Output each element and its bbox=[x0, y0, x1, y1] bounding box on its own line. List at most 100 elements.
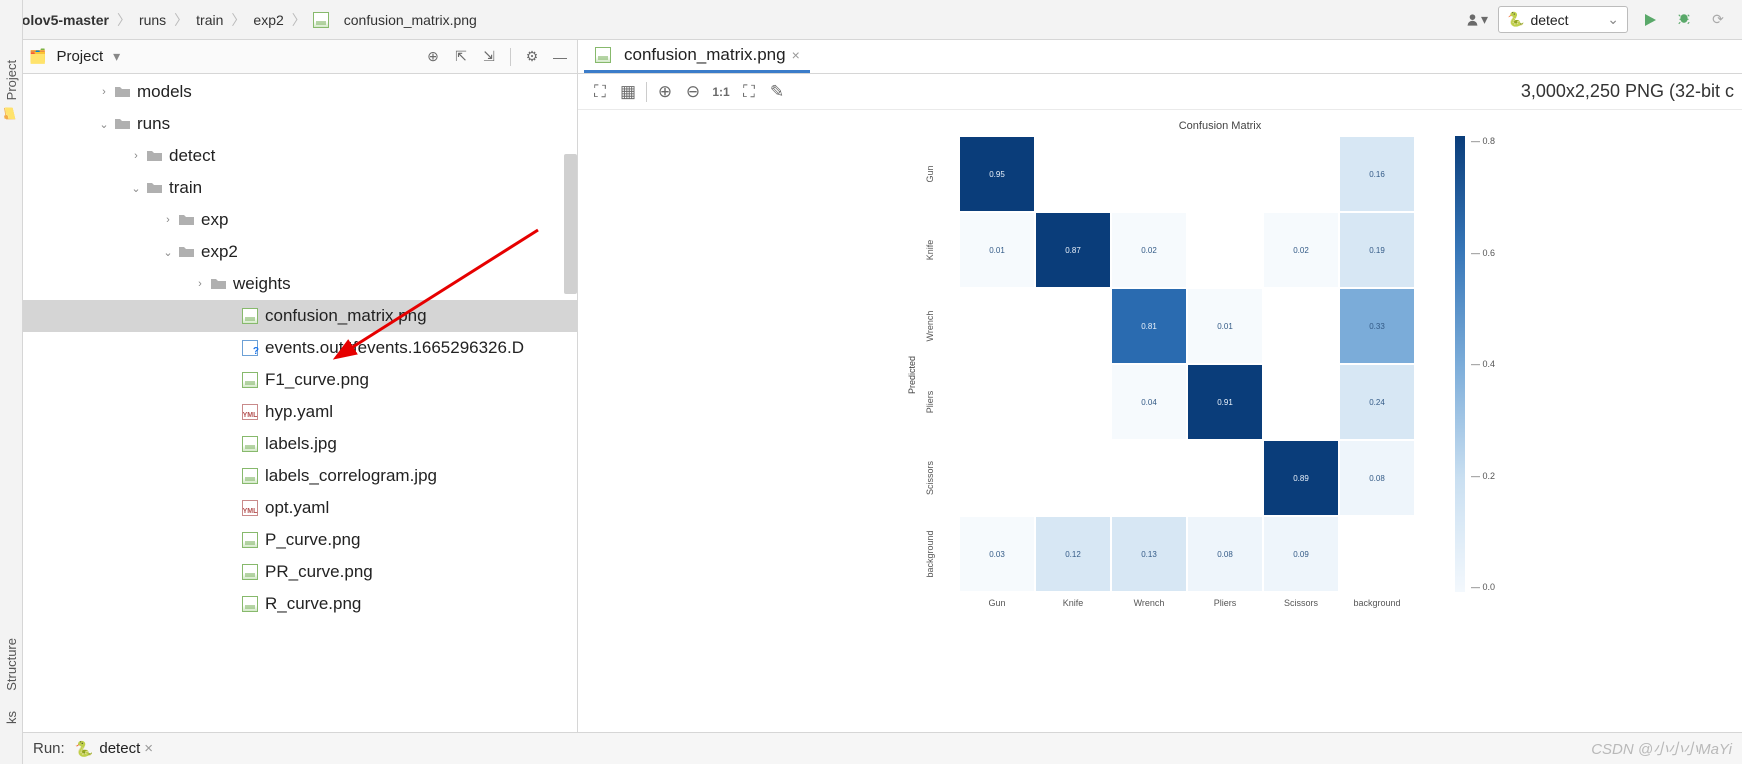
tree-node[interactable]: F1_curve.png bbox=[23, 364, 577, 396]
matrix-cell bbox=[1263, 288, 1339, 364]
yaml-file-icon: YML bbox=[241, 403, 259, 421]
tree-node[interactable]: PR_curve.png bbox=[23, 556, 577, 588]
breadcrumb-item[interactable]: runs bbox=[137, 12, 168, 28]
matrix-cell: 0.33 bbox=[1339, 288, 1415, 364]
run-configuration-selector[interactable]: 🐍 detect ⌄ bbox=[1498, 6, 1628, 33]
collapse-all-icon[interactable]: ⇲ bbox=[478, 46, 500, 68]
x-tick-label: Wrench bbox=[1111, 598, 1187, 608]
project-tree[interactable]: ›models⌄runs›detect⌄train›exp⌄exp2›weigh… bbox=[23, 74, 577, 732]
events-file-icon bbox=[241, 339, 259, 357]
matrix-cell bbox=[1035, 136, 1111, 212]
structure-tool-button[interactable]: Structure bbox=[4, 638, 19, 691]
tree-node-label: P_curve.png bbox=[265, 530, 360, 550]
breadcrumb-item[interactable]: exp2 bbox=[251, 12, 285, 28]
tree-node-label: models bbox=[137, 82, 192, 102]
zoom-in-icon[interactable]: ⊕ bbox=[651, 78, 679, 106]
tree-node-label: labels.jpg bbox=[265, 434, 337, 454]
colorbar-tick: 0.4 bbox=[1471, 359, 1495, 369]
colorbar-tick: 0.6 bbox=[1471, 248, 1495, 258]
matrix-cell: 0.02 bbox=[1263, 212, 1339, 288]
update-button[interactable]: ⟳ bbox=[1706, 8, 1730, 32]
grid-icon[interactable]: ▦ bbox=[614, 78, 642, 106]
tree-node[interactable]: ›detect bbox=[23, 140, 577, 172]
matrix-cell: 0.08 bbox=[1187, 516, 1263, 592]
image-viewer[interactable]: Confusion Matrix Predicted GunKnifeWrenc… bbox=[578, 110, 1742, 732]
folder-icon bbox=[113, 83, 131, 101]
folder-icon bbox=[145, 147, 163, 165]
colorbar: 0.80.60.40.20.0 bbox=[1455, 136, 1465, 592]
python-icon: 🐍 bbox=[1507, 11, 1524, 28]
run-button[interactable] bbox=[1638, 8, 1662, 32]
image-file-icon bbox=[241, 531, 259, 549]
tree-node[interactable]: ⌄train bbox=[23, 172, 577, 204]
debug-button[interactable] bbox=[1672, 8, 1696, 32]
colorbar-tick: 0.0 bbox=[1471, 582, 1495, 592]
breadcrumb-item[interactable]: yolov5-master bbox=[12, 12, 111, 28]
user-icon[interactable]: ▾ bbox=[1464, 8, 1488, 32]
project-header: 🗂️ Project ▾ ⊕ ⇱ ⇲ ⚙ — bbox=[23, 40, 577, 74]
tree-node[interactable]: YMLhyp.yaml bbox=[23, 396, 577, 428]
project-tool-button[interactable]: 📁Project bbox=[4, 60, 19, 120]
x-tick-label: Pliers bbox=[1187, 598, 1263, 608]
tree-node-label: R_curve.png bbox=[265, 594, 361, 614]
tree-node-label: train bbox=[169, 178, 202, 198]
run-tool-window-bar[interactable]: Run: 🐍 detect × CSDN @小小小MaYi bbox=[23, 732, 1742, 764]
editor-panel: confusion_matrix.png × ⛶ ▦ ⊕ ⊖ 1:1 ⛶ ✎ 3… bbox=[578, 40, 1742, 732]
y-tick-label: Gun bbox=[892, 149, 968, 199]
image-file-icon bbox=[241, 595, 259, 613]
tree-node[interactable]: labels.jpg bbox=[23, 428, 577, 460]
tree-node[interactable]: R_curve.png bbox=[23, 588, 577, 620]
actual-size-icon[interactable]: 1:1 bbox=[707, 78, 735, 106]
tree-node[interactable]: ›exp bbox=[23, 204, 577, 236]
scrollbar-thumb[interactable] bbox=[564, 154, 577, 294]
close-run-icon[interactable]: × bbox=[144, 740, 153, 757]
tree-node[interactable]: P_curve.png bbox=[23, 524, 577, 556]
watermark: CSDN @小小小MaYi bbox=[1591, 738, 1732, 759]
tree-node[interactable]: ›models bbox=[23, 76, 577, 108]
folder-icon bbox=[177, 243, 195, 261]
tree-node[interactable]: events.out.tfevents.1665296326.D bbox=[23, 332, 577, 364]
tree-node-label: labels_correlogram.jpg bbox=[265, 466, 437, 486]
breadcrumb[interactable]: yolov5-master〉runs〉train〉exp2〉confusion_… bbox=[12, 10, 1464, 30]
project-view-icon: 🗂️ bbox=[29, 48, 46, 65]
y-tick-label: Scissors bbox=[892, 453, 968, 503]
fullscreen-icon[interactable]: ⛶ bbox=[735, 78, 763, 106]
matrix-cell: 0.08 bbox=[1339, 440, 1415, 516]
yaml-file-icon: YML bbox=[241, 499, 259, 517]
hide-icon[interactable]: — bbox=[549, 46, 571, 68]
left-tool-gutter: 📁Project Structure ks bbox=[0, 0, 23, 764]
matrix-cell bbox=[1339, 516, 1415, 592]
breadcrumb-item[interactable]: confusion_matrix.png bbox=[342, 12, 479, 28]
close-tab-icon[interactable]: × bbox=[792, 47, 800, 63]
tree-node[interactable]: YMLopt.yaml bbox=[23, 492, 577, 524]
project-view-dropdown[interactable]: ▾ bbox=[113, 48, 120, 65]
tree-node-label: weights bbox=[233, 274, 291, 294]
expand-all-icon[interactable]: ⇱ bbox=[450, 46, 472, 68]
image-file-icon bbox=[241, 435, 259, 453]
matrix-cell: 0.24 bbox=[1339, 364, 1415, 440]
tree-node-label: events.out.tfevents.1665296326.D bbox=[265, 338, 524, 358]
color-picker-icon[interactable]: ✎ bbox=[763, 78, 791, 106]
tree-node-label: PR_curve.png bbox=[265, 562, 373, 582]
tab-confusion-matrix[interactable]: confusion_matrix.png × bbox=[584, 40, 810, 73]
matrix-cell bbox=[1187, 212, 1263, 288]
matrix-cell: 0.81 bbox=[1111, 288, 1187, 364]
tree-node[interactable]: confusion_matrix.png bbox=[23, 300, 577, 332]
breadcrumb-item[interactable]: train bbox=[194, 12, 225, 28]
matrix-cell: 0.04 bbox=[1111, 364, 1187, 440]
tree-node[interactable]: labels_correlogram.jpg bbox=[23, 460, 577, 492]
tree-node[interactable]: ⌄runs bbox=[23, 108, 577, 140]
fit-icon[interactable]: ⛶ bbox=[586, 78, 614, 106]
tree-node[interactable]: ⌄exp2 bbox=[23, 236, 577, 268]
bookmarks-tool-button[interactable]: ks bbox=[4, 711, 19, 724]
tree-node-label: exp2 bbox=[201, 242, 238, 262]
folder-icon bbox=[113, 115, 131, 133]
project-tool-window: 🗂️ Project ▾ ⊕ ⇱ ⇲ ⚙ — ›models⌄runs›dete… bbox=[23, 40, 578, 732]
zoom-out-icon[interactable]: ⊖ bbox=[679, 78, 707, 106]
colorbar-tick: 0.8 bbox=[1471, 136, 1495, 146]
locate-icon[interactable]: ⊕ bbox=[422, 46, 444, 68]
x-tick-label: Gun bbox=[959, 598, 1035, 608]
chart-title: Confusion Matrix bbox=[975, 120, 1465, 132]
gear-icon[interactable]: ⚙ bbox=[521, 46, 543, 68]
tree-node[interactable]: ›weights bbox=[23, 268, 577, 300]
